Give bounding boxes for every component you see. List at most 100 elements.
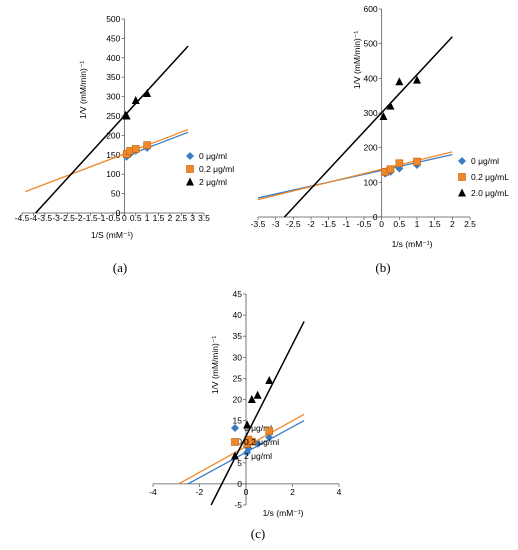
legend-label: 2.0 μg/mL (471, 188, 509, 198)
x-tick-label: 3.5 (198, 213, 210, 223)
x-tick-label: -3 (52, 213, 60, 223)
x-tick-label: 2.5 (175, 213, 187, 223)
x-tick-label: -0.5 (106, 213, 121, 223)
data-point (131, 95, 140, 104)
y-tick-label: 100 (106, 169, 120, 179)
y-tick-label: 20 (233, 395, 243, 405)
x-tick-label: -4.5 (15, 213, 30, 223)
x-tick-label: -2 (307, 219, 315, 229)
data-point (379, 111, 388, 120)
y-tick-label: 350 (106, 72, 120, 82)
y-tick-label: 200 (106, 130, 120, 140)
trendline-3 (210, 321, 305, 506)
data-point (253, 390, 262, 399)
x-tick-label: -2 (196, 487, 204, 497)
legend-label: 0 μg/ml (471, 156, 499, 166)
y-tick-label: 40 (233, 310, 243, 320)
y-tick-label: -5 (234, 500, 242, 510)
x-tick-label: 0 (244, 487, 249, 497)
y-tick-label: 25 (233, 373, 243, 383)
y-tick-label: 400 (106, 53, 120, 63)
panel-label: (a) (113, 260, 127, 275)
x-tick-label: 0 (122, 213, 127, 223)
x-tick-label: -0.5 (357, 219, 372, 229)
y-axis-label: 1/V (mM/min)⁻¹ (352, 31, 362, 89)
x-tick-label: 0 (379, 219, 384, 229)
y-tick-label: 600 (363, 4, 377, 14)
x-tick-label: -1 (98, 213, 106, 223)
x-axis-label: 1/s (mM⁻¹) (392, 239, 433, 249)
legend-marker (458, 157, 466, 165)
x-tick-label: -3 (272, 219, 280, 229)
legend-label: 0 μg/ml (244, 423, 272, 433)
x-tick-label: 1 (145, 213, 150, 223)
data-point (265, 433, 274, 442)
y-tick-label: 0 (116, 208, 121, 218)
y-tick-label: 300 (106, 92, 120, 102)
x-axis-label: 1/S (mM⁻¹) (91, 230, 133, 240)
y-tick-label: 300 (363, 108, 377, 118)
data-point (265, 376, 274, 385)
x-tick-label: 3 (190, 213, 195, 223)
legend-label: 2 μg/ml (244, 451, 272, 461)
y-tick-label: 5 (237, 458, 242, 468)
y-tick-label: 250 (106, 111, 120, 121)
data-point (413, 75, 421, 84)
data-point (131, 145, 140, 153)
data-point (248, 437, 256, 446)
legend-label: 0 μg/ml (199, 151, 227, 161)
x-tick-label: -4 (149, 487, 157, 497)
x-tick-label: -1.5 (321, 219, 336, 229)
y-tick-label: 45 (233, 289, 243, 299)
x-tick-label: -4 (30, 213, 38, 223)
data-point (395, 159, 404, 168)
x-tick-label: 2 (450, 219, 455, 229)
y-tick-label: 30 (233, 352, 243, 362)
x-tick-label: 1 (415, 219, 420, 229)
x-tick-label: 2 (290, 487, 295, 497)
legend-marker (231, 424, 239, 432)
x-tick-label: 2.5 (464, 219, 476, 229)
y-tick-label: 100 (363, 177, 377, 187)
data-point (143, 141, 151, 149)
y-tick-label: 0 (373, 212, 378, 222)
trendline-3 (283, 36, 453, 218)
legend-marker (186, 177, 194, 186)
y-tick-label: 15 (233, 416, 243, 426)
y-axis-label: 1/V (mM/min)⁻¹ (78, 61, 88, 119)
legend-label: 0.2 μg/ml (199, 164, 234, 174)
legend-marker (231, 451, 239, 460)
data-point (386, 165, 395, 173)
data-point (122, 111, 131, 120)
x-tick-label: 1.5 (429, 219, 441, 229)
x-tick-label: 2 (168, 213, 173, 223)
data-point (265, 427, 274, 435)
y-tick-label: 35 (233, 331, 243, 341)
chart-b: 0 100 200 300 400 500 600 -3.5 -3 -2.5 -2 -1.5 -1 -0.… (251, 4, 510, 275)
x-tick-label: -2 (75, 213, 83, 223)
legend-marker (458, 188, 466, 197)
legend-marker (231, 438, 239, 446)
x-tick-label: -2.5 (60, 213, 75, 223)
trendline-3 (35, 45, 189, 214)
legend-label: 0.2 μg/ml (244, 437, 279, 447)
chart-a: 0 50 100 150 200 250 300 350 400 450 500 -4.5 -4 -3.5… (15, 14, 235, 275)
x-tick-label: 4 (337, 487, 342, 497)
legend-label: 2 μg/ml (199, 177, 227, 187)
x-tick-label: -1 (343, 219, 351, 229)
legend-marker (458, 173, 466, 181)
x-tick-label: -2.5 (286, 219, 301, 229)
legend-marker (186, 165, 194, 173)
y-tick-label: 500 (106, 14, 120, 24)
y-tick-label: 200 (363, 143, 377, 153)
y-tick-label: 500 (363, 39, 377, 49)
data-point (386, 101, 395, 110)
legend-label: 0.2 μg/mL (471, 172, 509, 182)
x-tick-label: -1.5 (83, 213, 98, 223)
x-tick-label: -3.5 (37, 213, 52, 223)
x-tick-label: 0.5 (130, 213, 142, 223)
legend-marker (186, 152, 194, 160)
x-axis-label: 1/s (mM⁻¹) (263, 508, 304, 518)
y-tick-label: 150 (106, 150, 120, 160)
